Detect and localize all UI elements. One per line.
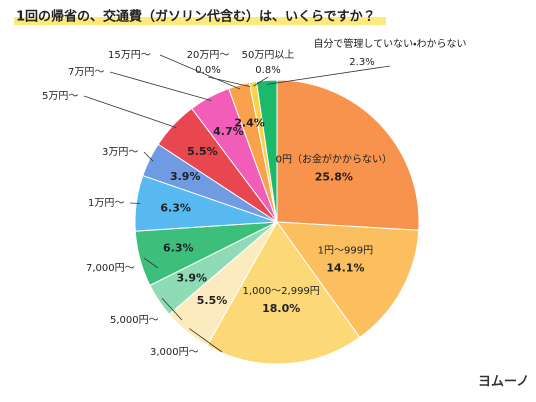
value-label: 25.8% [315, 170, 353, 183]
slice-name: 15万円〜 [108, 50, 151, 61]
value-label: 2.3% [349, 57, 374, 68]
leader-line [159, 54, 241, 90]
leader-line [189, 328, 223, 353]
slices [134, 79, 420, 365]
slice [206, 221, 361, 365]
leader-line [207, 76, 251, 88]
value-label: 14.1% [326, 262, 364, 275]
leader-line [266, 65, 391, 85]
leader-line [143, 151, 154, 162]
value-label: 6.3% [160, 201, 191, 214]
value-label: 18.0% [262, 302, 300, 315]
value-label: 6.3% [163, 242, 194, 255]
leader-line [83, 95, 177, 129]
slice-name: 3,000円〜 [150, 347, 199, 358]
logo: ヨムーノ [478, 375, 529, 390]
slice-name: 5万円〜 [42, 91, 78, 102]
value-label: 5.5% [197, 294, 228, 307]
value-label: 4.7% [213, 125, 244, 138]
slice-name: 20万円〜 [187, 50, 230, 61]
chart-title: 1回の帰省の、交通費（ガソリン代含む）は、いくらですか？ [16, 9, 376, 25]
slice [255, 79, 278, 223]
slice-name: 自分で管理していない・わからない [313, 37, 466, 50]
value-label: 3.9% [177, 272, 208, 285]
leader-line [109, 71, 212, 101]
value-label: 2.4% [234, 117, 265, 130]
slice-name: 3万円〜 [102, 147, 138, 158]
slice-name: 7,000円〜 [86, 263, 135, 274]
slice [275, 221, 420, 339]
value-label: 5.5% [187, 145, 218, 158]
slice-name: 1円〜999円 [318, 246, 373, 257]
slice-name: 5,000円〜 [110, 315, 159, 326]
slice-name: 1,000〜2,999円 [243, 286, 320, 297]
slice-name: 7万円〜 [68, 67, 104, 78]
leader-line [253, 76, 269, 87]
slice-name: 50万円以上 [242, 49, 295, 61]
leader-line [161, 298, 183, 321]
slice-name: 1万円〜 [88, 198, 124, 209]
value-label: 0.0% [195, 65, 220, 76]
value-label: 0.8% [255, 65, 280, 76]
leader-line [143, 257, 159, 269]
title-highlight [14, 17, 386, 25]
slice [276, 79, 420, 231]
slice-name: 0円（お金がかからない） [276, 152, 392, 165]
leader-line [129, 202, 141, 204]
value-label: 3.9% [170, 170, 201, 183]
